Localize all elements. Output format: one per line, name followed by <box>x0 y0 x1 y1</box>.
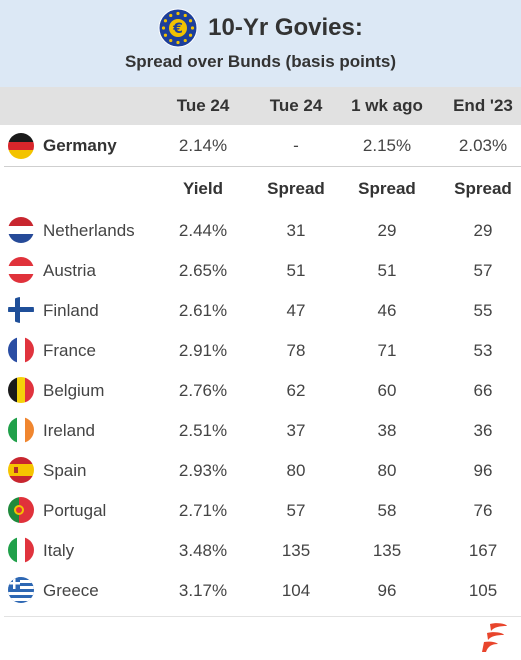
yield-value: 2.65% <box>178 261 228 280</box>
country-name: Finland <box>43 301 99 320</box>
spread-value: 80 <box>286 461 306 480</box>
country-name: Netherlands <box>43 221 135 240</box>
flag-portugal <box>8 497 34 523</box>
yield-value: 3.48% <box>178 541 228 560</box>
year-end-value: 66 <box>473 381 493 400</box>
column-header-year-end: End '23 <box>453 96 513 115</box>
spread-value: 78 <box>286 341 306 360</box>
country-name: Portugal <box>43 501 107 520</box>
week-ago-value: 38 <box>377 421 397 440</box>
spread-value: 104 <box>281 581 311 600</box>
flag-germany <box>8 133 34 159</box>
euro-star <box>162 26 166 30</box>
spread-value: 37 <box>286 421 306 440</box>
euro-star <box>189 19 193 23</box>
yield-value: 2.91% <box>178 341 228 360</box>
week-ago-value: 71 <box>377 341 397 360</box>
page-subtitle: Spread over Bunds (basis points) <box>124 52 397 71</box>
column-header-week-ago: 1 wk ago <box>351 96 423 115</box>
brand-logo-icon <box>482 623 507 652</box>
euro-stars-icon: € <box>158 8 198 48</box>
flag-ireland <box>8 417 34 443</box>
year-end-value: 96 <box>473 461 493 480</box>
flag-italy <box>8 537 34 563</box>
yield-value: 2.93% <box>178 461 228 480</box>
column-header-yield-date: Tue 24 <box>176 96 230 115</box>
benchmark-year-end: 2.03% <box>458 136 508 155</box>
flag-greece <box>8 577 34 603</box>
week-ago-value: 135 <box>372 541 402 560</box>
week-ago-value: 51 <box>377 261 397 280</box>
euro-star <box>176 40 180 45</box>
week-ago-value: 96 <box>377 581 397 600</box>
spread-value: 57 <box>286 501 306 520</box>
euro-star <box>163 19 168 23</box>
year-end-value: 53 <box>473 341 493 360</box>
benchmark-spread: - <box>293 136 299 155</box>
euro-symbol: € <box>172 21 183 37</box>
spread-value: 47 <box>286 301 306 320</box>
country-name: Italy <box>43 541 75 560</box>
yield-value: 3.17% <box>178 581 228 600</box>
spread-value: 51 <box>286 261 306 280</box>
week-ago-value: 80 <box>377 461 397 480</box>
title-row: € 10-Yr Govies: <box>0 8 521 48</box>
benchmark-week-ago: 2.15% <box>362 136 412 155</box>
year-end-value: 57 <box>473 261 493 280</box>
flag-finland <box>8 297 34 323</box>
divider-line <box>4 166 521 167</box>
year-end-value: 36 <box>473 421 493 440</box>
week-ago-value: 60 <box>377 381 397 400</box>
euro-star <box>191 26 195 30</box>
year-end-value: 29 <box>473 221 493 240</box>
euro-star <box>189 33 193 37</box>
euro-star <box>183 38 187 43</box>
spread-value: 135 <box>281 541 311 560</box>
euro-star <box>169 38 173 43</box>
year-end-value: 167 <box>468 541 498 560</box>
footer-divider <box>4 616 521 617</box>
yield-value: 2.44% <box>178 221 228 240</box>
flag-austria <box>8 257 34 283</box>
euro-star <box>163 33 168 37</box>
euro-star <box>176 11 180 16</box>
yield-value: 2.76% <box>178 381 228 400</box>
yield-value: 2.71% <box>178 501 228 520</box>
yield-value: 2.51% <box>178 421 228 440</box>
country-name: Greece <box>43 581 99 600</box>
country-name: Spain <box>43 461 87 480</box>
flag-netherlands <box>8 217 34 243</box>
year-end-value: 55 <box>473 301 493 320</box>
euro-star <box>169 13 173 18</box>
column-header-band <box>0 87 521 125</box>
spread-value: 62 <box>286 381 306 400</box>
country-name: Ireland <box>43 421 95 440</box>
subheader-spread-end: Spread <box>454 179 512 198</box>
yield-value: 2.61% <box>178 301 228 320</box>
country-name: Belgium <box>43 381 105 400</box>
spread-value: 31 <box>286 221 306 240</box>
euro-star <box>183 13 187 18</box>
week-ago-value: 46 <box>377 301 397 320</box>
column-header-spread-date: Tue 24 <box>269 96 323 115</box>
subheader-spread: Spread <box>267 179 325 198</box>
flag-spain <box>8 457 34 483</box>
week-ago-value: 29 <box>377 221 397 240</box>
country-name: France <box>43 341 96 360</box>
flag-france <box>8 337 34 363</box>
subheader-spread-week: Spread <box>358 179 416 198</box>
country-name: Austria <box>43 261 96 280</box>
benchmark-country: Germany <box>43 136 117 155</box>
page-title: 10-Yr Govies: <box>208 14 363 41</box>
week-ago-value: 58 <box>377 501 397 520</box>
benchmark-yield: 2.14% <box>178 136 228 155</box>
title-banner: € 10-Yr Govies: Spread over Bunds (basis… <box>0 0 521 87</box>
year-end-value: 105 <box>468 581 498 600</box>
flag-belgium <box>8 377 34 403</box>
year-end-value: 76 <box>473 501 493 520</box>
subheader-yield: Yield <box>183 179 223 198</box>
